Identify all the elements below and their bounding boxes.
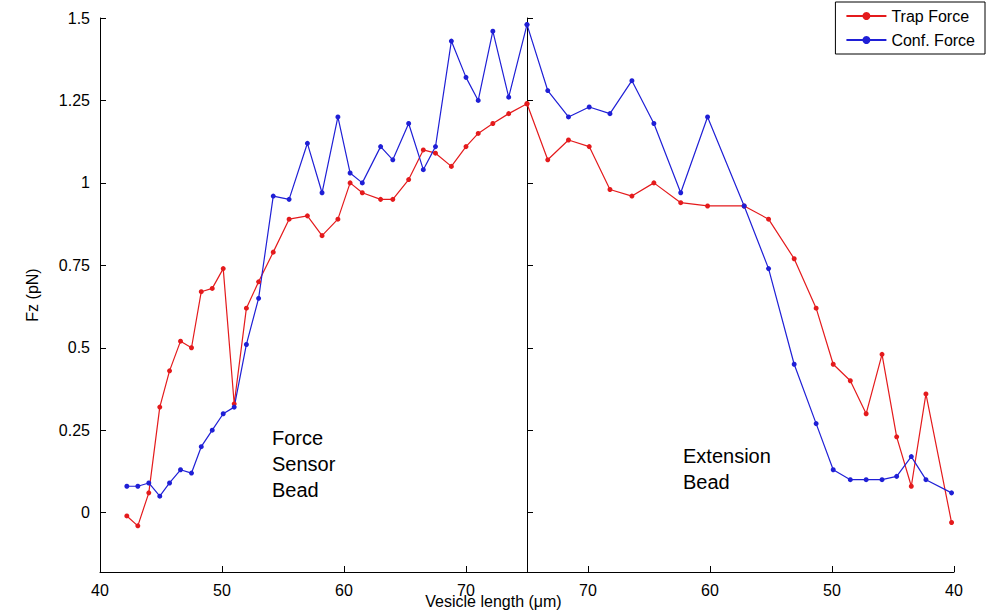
svg-text:Extension: Extension [683,445,771,467]
svg-text:60: 60 [701,582,719,599]
svg-text:Conf. Force: Conf. Force [891,32,975,49]
svg-text:0.25: 0.25 [59,422,90,439]
svg-text:1.5: 1.5 [68,10,90,27]
svg-text:Bead: Bead [272,479,319,501]
svg-text:0.75: 0.75 [59,257,90,274]
svg-text:Trap Force: Trap Force [891,8,969,25]
svg-text:40: 40 [91,582,109,599]
svg-text:1: 1 [81,174,90,191]
svg-text:70: 70 [457,581,475,599]
svg-text:Bead: Bead [683,471,730,493]
svg-text:Vesicle length (μm): Vesicle length (μm) [425,593,561,610]
svg-text:60: 60 [335,582,353,599]
svg-text:Fz (pN): Fz (pN) [24,268,41,321]
svg-text:0.5: 0.5 [68,339,90,356]
svg-text:Force: Force [272,427,323,449]
svg-text:1.25: 1.25 [59,92,90,109]
svg-text:70: 70 [579,582,597,599]
svg-text:Sensor: Sensor [272,453,336,475]
svg-text:40: 40 [945,582,963,599]
svg-text:0: 0 [81,504,90,521]
svg-text:50: 50 [823,582,841,599]
svg-text:50: 50 [213,582,231,599]
